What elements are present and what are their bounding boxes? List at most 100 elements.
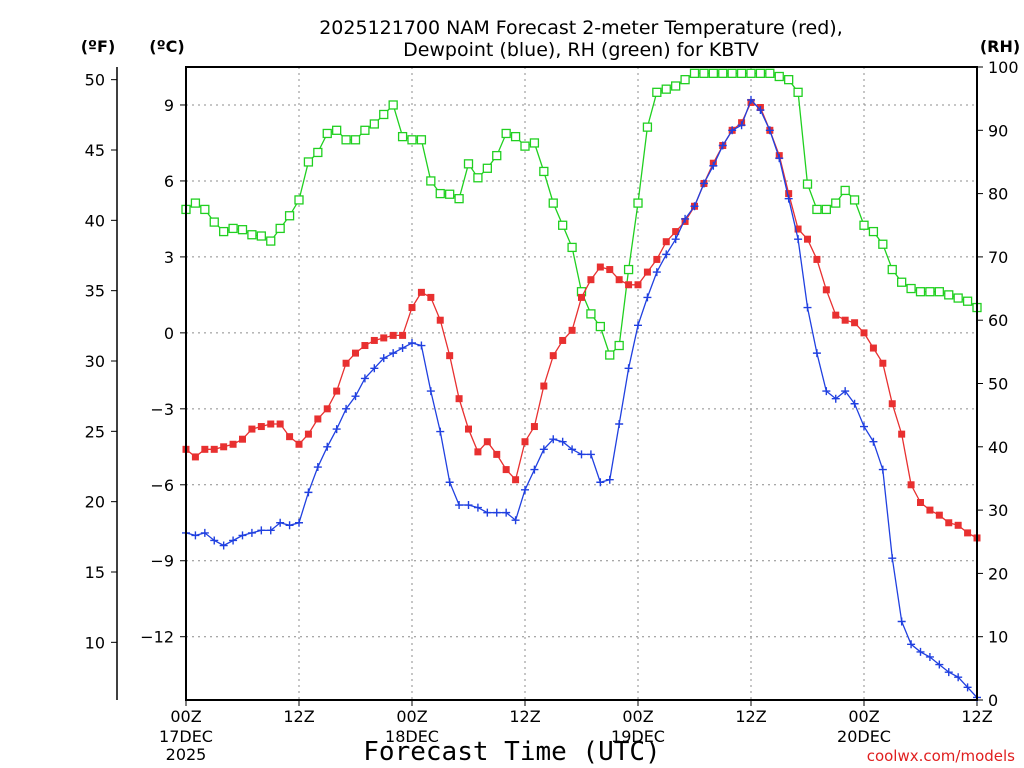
plot-frame (185, 66, 978, 701)
temperature-point (229, 440, 237, 448)
rh-point (671, 81, 681, 91)
temperature-point (898, 430, 906, 438)
rh-point (369, 119, 379, 129)
x-tick-label: 12Z (961, 707, 992, 726)
rh-point (379, 109, 389, 120)
temperature-point (502, 466, 510, 474)
rh-point (755, 68, 766, 78)
temperature-point (672, 228, 680, 236)
dewpoint-point (888, 554, 897, 563)
rh-point (652, 87, 662, 97)
temperature-point (653, 255, 661, 263)
rh-point (539, 166, 549, 177)
rh-point (341, 135, 351, 145)
dewpoint-point (191, 531, 200, 540)
temperature-point (201, 445, 209, 453)
temperature-point (370, 336, 378, 344)
rh-point (906, 283, 916, 294)
rh-tick-label: 40 (988, 438, 1008, 457)
rh-point (463, 159, 474, 169)
temperature-point (474, 448, 482, 456)
temperature-point (822, 286, 830, 294)
temperature-point (333, 387, 341, 395)
temperature-point (483, 438, 491, 446)
rh-point (510, 131, 521, 142)
rh-point (915, 287, 926, 297)
dewpoint-point (662, 250, 671, 259)
credit-text: coolwx.com/models (867, 747, 1015, 765)
rh-point (849, 195, 860, 205)
rh-point (266, 236, 276, 246)
rh-point (445, 189, 455, 199)
rh-point (727, 68, 737, 78)
rh-point (784, 75, 794, 85)
temperature-point (662, 238, 670, 246)
rh-point (821, 204, 831, 215)
dewpoint-point (794, 235, 803, 244)
dewpoint-point (869, 437, 878, 446)
rh-point (595, 321, 605, 332)
rh-point (802, 179, 813, 189)
temperature-point (314, 415, 322, 423)
temperature-point (832, 311, 840, 319)
dewpoint-point (492, 508, 501, 517)
rh-point (567, 242, 577, 253)
temperature-point (917, 499, 924, 507)
temperature-point (361, 342, 369, 350)
temperature-point (907, 481, 915, 489)
dewpoint-point (229, 536, 238, 545)
rh-tick-label: 50 (988, 375, 1008, 394)
rh-point (247, 230, 257, 240)
x-tick-label: 12Z (735, 707, 766, 726)
x-tick-label: 00Z (396, 707, 427, 726)
temperature-point (530, 423, 538, 431)
dewpoint-point (605, 475, 614, 484)
dewpoint-point (963, 683, 972, 692)
rh-point (708, 68, 718, 78)
rh-point (219, 226, 229, 237)
temperature-point (304, 430, 312, 438)
temperature-point (493, 450, 501, 458)
dewpoint-point (841, 387, 850, 396)
rh-point (878, 239, 888, 249)
dewpoint-point (276, 518, 285, 527)
dewpoint-point (247, 528, 256, 537)
rh-point (332, 125, 342, 135)
rh-point (962, 296, 973, 306)
temperature-point (804, 235, 811, 243)
fahrenheit-tick-label: 25 (85, 422, 105, 441)
temperature-point (512, 476, 520, 484)
x-date-label: 18DEC (385, 727, 439, 746)
dewpoint-point (426, 387, 435, 396)
temperature-point (408, 304, 416, 312)
rh-point (256, 231, 266, 241)
rh-point (426, 176, 436, 186)
dewpoint-point (473, 503, 482, 512)
dewpoint-point (784, 194, 793, 203)
dewpoint-point (530, 465, 539, 474)
rh-point (944, 290, 954, 300)
temperature-point (380, 334, 388, 342)
dewpoint-point (266, 526, 275, 535)
dewpoint-point (822, 387, 831, 396)
dewpoint-point (483, 508, 492, 517)
celsius-tick-label: 0 (164, 324, 174, 343)
rh-point (492, 150, 502, 161)
temperature-point (813, 255, 821, 263)
rh-point (623, 264, 634, 275)
rh-tick-label: 80 (988, 185, 1008, 204)
dewpoint-point (285, 521, 294, 530)
temperature-point (352, 349, 359, 357)
temperature-point (239, 435, 246, 443)
temperature-point (286, 433, 294, 441)
celsius-tick-label: 6 (164, 172, 174, 191)
temperature-point (210, 445, 218, 453)
temperature-point (267, 420, 275, 428)
x-date-label: 20DEC (837, 727, 891, 746)
rh-point (887, 264, 897, 275)
dewpoint-point (699, 179, 708, 188)
dewpoint-point (775, 154, 784, 163)
celsius-unit-label: (ºC) (149, 37, 184, 56)
chart-title-line1: 2025121700 NAM Forecast 2-meter Temperat… (319, 17, 843, 39)
rh-point (303, 157, 314, 167)
